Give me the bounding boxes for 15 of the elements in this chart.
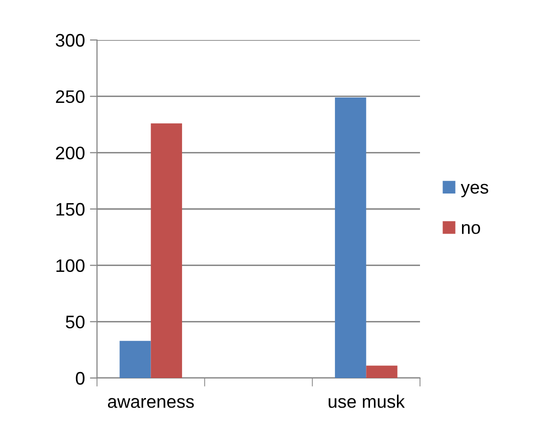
y-tick-label: 200 [56,146,84,160]
y-tick-label: 0 [76,372,84,385]
bar [366,366,398,378]
bar [334,97,366,378]
y-tick-label: 250 [56,90,84,104]
x-tick-label: use musk [328,394,405,408]
y-tick-label: 300 [56,34,84,47]
y-tick-label: 50 [66,316,84,328]
x-tick-label: awareness [108,398,194,408]
y-tick-label: 100 [56,259,84,272]
y-tick-label: 150 [56,202,84,216]
bar [150,123,182,378]
legend-label: yes [460,184,488,198]
bar [120,340,151,378]
legend-label: no [462,224,480,234]
